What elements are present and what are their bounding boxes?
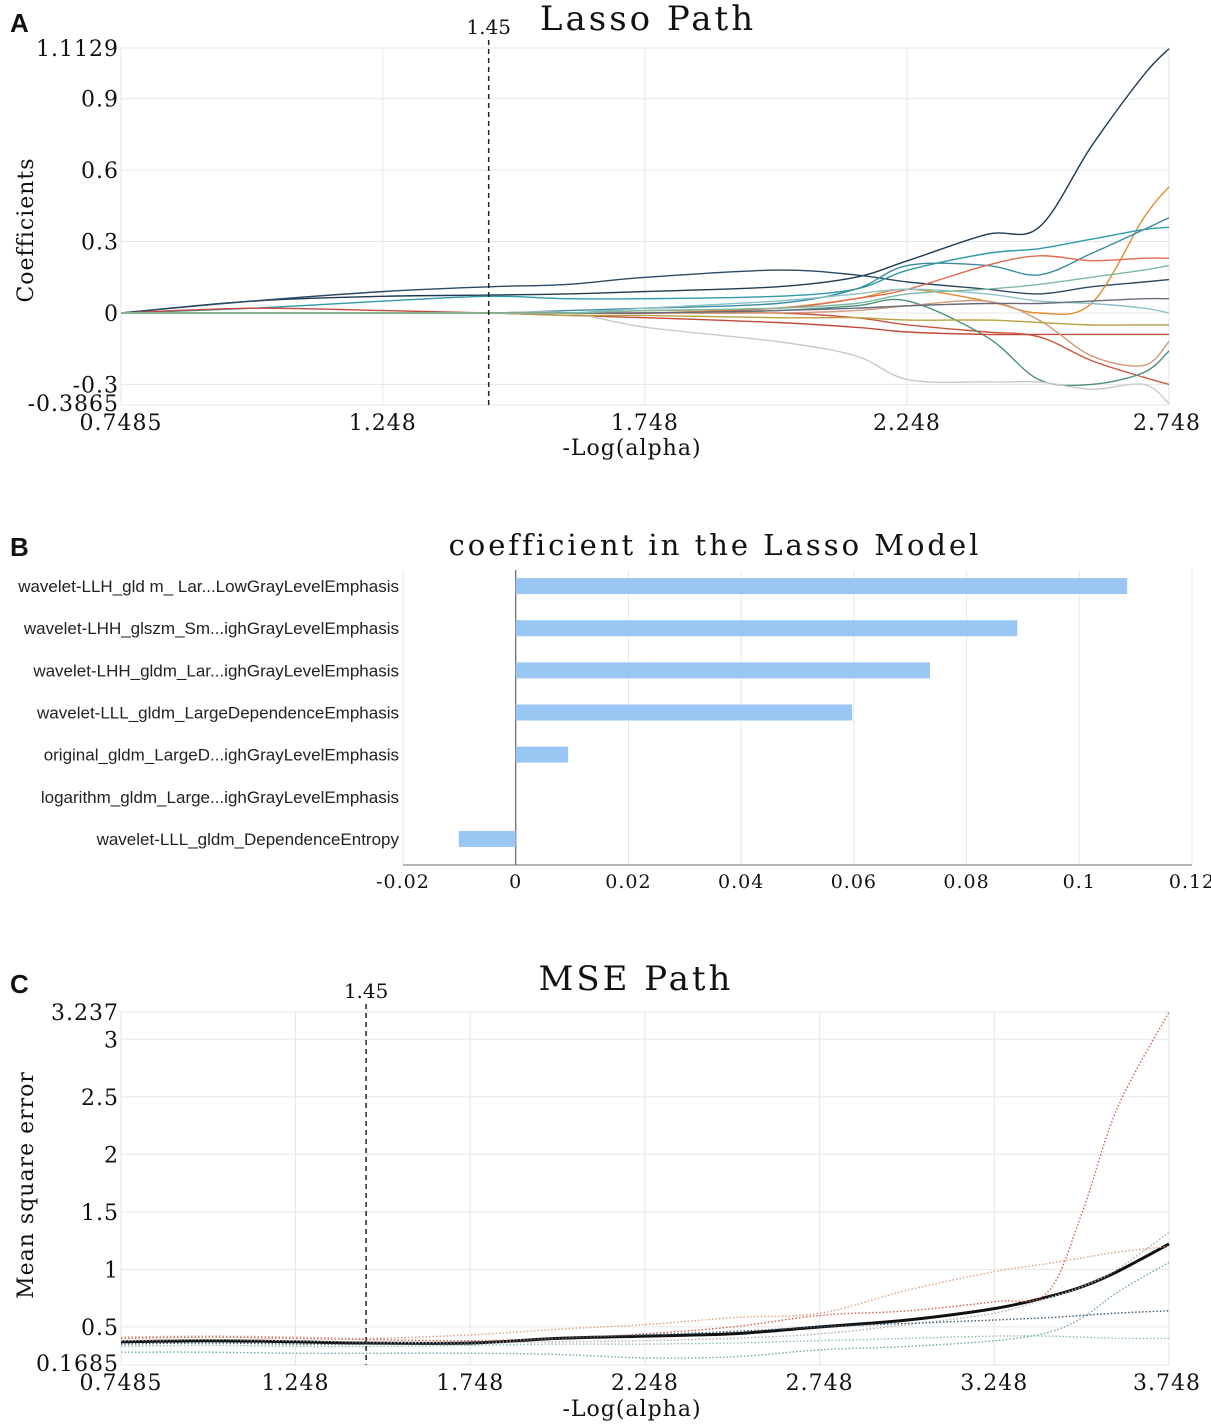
coefficient-bar <box>458 830 516 847</box>
mse-path-title: MSE Path <box>539 959 734 999</box>
mse-path-y-tick: 2.5 <box>81 1086 119 1111</box>
lasso-path-ylabel: Coefficients <box>14 157 39 302</box>
coefficient-chart-title: coefficient in the Lasso Model <box>449 528 982 562</box>
lasso-path-y-tick: 1.1129 <box>36 37 119 62</box>
lasso-path-y-tick: 0.3 <box>81 231 119 256</box>
mse-path-y-tick: 0.1685 <box>36 1352 119 1377</box>
mse-path-x-tick: 2.248 <box>611 1371 679 1396</box>
lasso-path-x-tick: 2.248 <box>873 411 941 436</box>
mse-path-y-tick: 1 <box>104 1258 119 1283</box>
coefficient-bar <box>515 578 1128 595</box>
lasso-path-xlabel: -Log(alpha) <box>562 436 701 461</box>
mse-path-y-tick: 0.5 <box>81 1316 119 1341</box>
coefficient-x-tick: 0.08 <box>943 871 989 893</box>
mse-path-x-tick: 1.748 <box>436 1371 504 1396</box>
panel-label-c: C <box>10 969 29 999</box>
lasso-path-series-s15 <box>121 264 1170 314</box>
coefficient-category-label: wavelet-LHH_gldm_Lar...ighGrayLevelEmpha… <box>32 661 399 680</box>
coefficient-bar <box>515 746 569 763</box>
mse-path-y-tick: 3.237 <box>51 1001 119 1026</box>
coefficient-bar <box>515 620 1018 637</box>
mse-path-series-fold3 <box>120 1231 1170 1344</box>
coefficient-bar <box>515 704 853 721</box>
mse-path-chart: MSE Path -Log(alpha) Mean square error 1… <box>14 959 1201 1422</box>
mse-path-series-fold6 <box>120 1335 1170 1348</box>
lasso-path-x-tick: 1.248 <box>349 411 417 436</box>
coefficient-x-tick: -0.02 <box>376 871 430 893</box>
lasso-path-x-tick: 2.748 <box>1133 411 1201 436</box>
lasso-path-x-tick: 1.748 <box>611 411 679 436</box>
lasso-path-y-tick: -0.3 <box>73 373 119 398</box>
mse-path-x-tick: 2.748 <box>786 1371 854 1396</box>
mse-path-alpha-marker-label: 1.45 <box>344 979 389 1003</box>
lasso-path-alpha-marker-label: 1.45 <box>466 15 511 39</box>
coefficient-x-tick: 0.04 <box>718 871 764 893</box>
coefficient-category-label: wavelet-LLL_gldm_LargeDependenceEmphasis <box>36 704 399 723</box>
lasso-path-y-tick: 0.6 <box>81 159 119 184</box>
lasso-coefficient-bar-chart: coefficient in the Lasso Model -0.02 0 0.0… <box>17 528 1211 893</box>
mse-path-ylabel: Mean square error <box>14 1071 39 1299</box>
coefficient-x-tick: 0.06 <box>831 871 877 893</box>
coefficient-category-label: original_gldm_LargeD...ighGrayLevelEmpha… <box>44 746 399 765</box>
mse-path-y-tick: 3 <box>104 1028 119 1053</box>
mse-path-y-tick: 1.5 <box>81 1201 119 1226</box>
lasso-path-series-s2 <box>120 269 1170 314</box>
mse-path-x-tick: 3.748 <box>1133 1371 1201 1396</box>
coefficient-x-tick: 0.02 <box>605 871 651 893</box>
coefficient-category-label: logarithm_gldm_Large...ighGrayLevelEmpha… <box>41 788 399 807</box>
mse-path-y-tick: 2 <box>104 1143 119 1168</box>
mse-path-x-tick: 0.7485 <box>80 1371 163 1396</box>
lasso-path-series-s4 <box>120 226 1170 314</box>
lasso-path-series-s9 <box>120 307 1169 336</box>
lasso-path-chart: Lasso Path -Log(alpha) Coefficients 1.45… <box>14 0 1201 461</box>
lasso-path-title: Lasso Path <box>540 0 756 39</box>
lasso-path-y-tick: 0.9 <box>81 88 119 113</box>
coefficient-x-tick: 0.12 <box>1169 871 1211 893</box>
panel-label-a: A <box>10 8 29 38</box>
mse-path-series-fold1 <box>120 1011 1170 1342</box>
coefficient-category-label: wavelet-LHH_glszm_Sm...ighGrayLevelEmpha… <box>23 619 399 638</box>
lasso-path-y-tick: -0.3865 <box>28 392 119 417</box>
coefficient-category-label: wavelet-LLH_gld m_ Lar...LowGrayLevelEmp… <box>17 577 399 596</box>
mse-path-x-tick: 1.248 <box>262 1371 330 1396</box>
mse-path-series-fold5 <box>120 1261 1170 1359</box>
panel-label-b: B <box>10 532 29 562</box>
coefficient-x-tick: 0.1 <box>1063 871 1096 893</box>
mse-path-x-tick: 3.248 <box>960 1371 1028 1396</box>
mse-path-xlabel: -Log(alpha) <box>562 1397 701 1422</box>
coefficient-category-label: wavelet-LLL_gldm_DependenceEntropy <box>96 830 400 849</box>
coefficient-bar <box>515 662 930 679</box>
lasso-path-series-s1 <box>120 48 1170 314</box>
lasso-path-x-tick: 0.7485 <box>80 411 163 436</box>
lasso-path-y-tick: 0 <box>104 302 119 327</box>
mse-path-series-fold4 <box>120 1310 1170 1345</box>
coefficient-x-tick: 0 <box>509 871 522 893</box>
